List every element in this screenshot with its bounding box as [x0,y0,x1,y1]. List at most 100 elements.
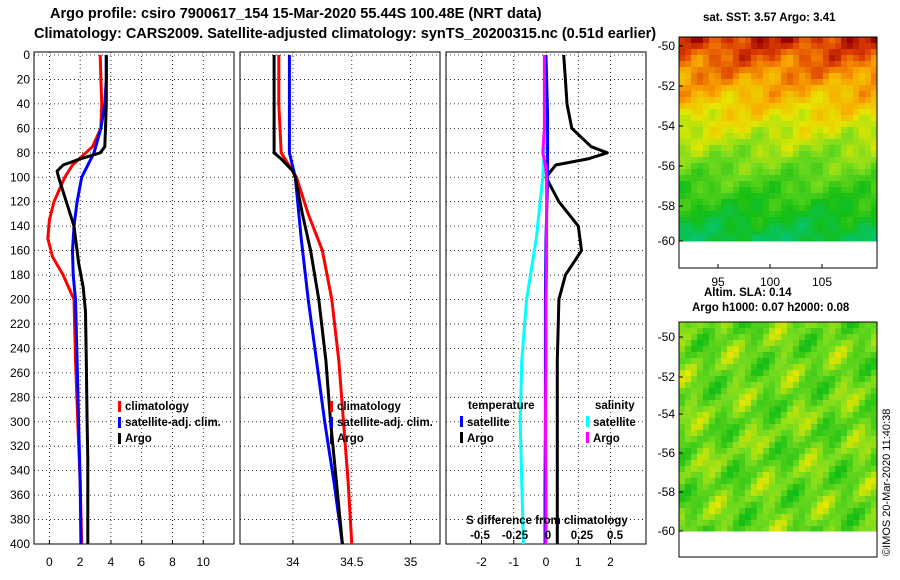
map-cell [823,346,830,353]
map-cell [715,334,722,341]
map-cell [781,139,788,146]
map-cell [799,61,806,68]
map-cell [841,109,848,116]
map-cell [775,454,782,461]
map-cell [853,514,860,521]
map-cell [739,376,746,383]
map-cell [679,394,686,401]
map-cell [859,436,866,443]
map-cell [727,55,734,62]
map-cell [727,370,734,377]
map-cell [853,448,860,455]
map-cell [703,145,710,152]
map-cell [805,163,812,170]
map-cell [727,139,734,146]
map-cell [715,169,722,176]
map-cell [835,490,842,497]
map-cell [685,229,692,236]
map-cell [721,127,728,134]
map-cell [703,472,710,479]
map-cell [769,322,776,329]
map-cell [733,442,740,449]
map-cell [745,334,752,341]
map-cell [817,145,824,152]
map-cell [793,394,800,401]
map-cell [775,73,782,80]
map-cell [871,460,878,467]
map-cell [739,484,746,491]
map-cell [811,187,818,194]
map-cell [685,400,692,407]
map-cell [859,496,866,503]
depth-tick-label: 0 [23,48,30,62]
depth-tick-label: 260 [10,366,30,380]
map-cell [691,484,698,491]
map-cell [751,73,758,80]
map-cell [751,223,758,230]
map-cell [709,151,716,158]
map-cell [853,145,860,152]
map-cell [769,466,776,473]
map-cell [787,217,794,224]
map-cell [853,43,860,50]
map-cell [733,181,740,188]
map-cell [739,217,746,224]
map-cell [841,43,848,50]
map-cell [811,412,818,419]
map-cell [757,79,764,86]
map-cell [709,205,716,212]
map-cell [799,109,806,116]
map-cell [751,151,758,158]
map-cell [781,400,788,407]
map-cell [703,181,710,188]
map-cell [805,115,812,122]
map-cell [709,448,716,455]
map-cell [775,223,782,230]
map-cell [703,235,710,242]
map-cell [721,133,728,140]
map-cell [733,73,740,80]
map-cell [715,418,722,425]
map-cell [841,67,848,74]
map-cell [799,328,806,335]
map-cell [787,199,794,206]
map-cell [709,235,716,242]
map-cell [781,67,788,74]
map-cell [805,169,812,176]
map-cell [769,442,776,449]
map-cell [799,91,806,98]
map-cell [811,211,818,218]
map-cell [685,508,692,515]
map-cell [769,328,776,335]
map-cell [733,424,740,431]
map-cell [817,157,824,164]
map-cell [697,454,704,461]
map-cell [685,79,692,86]
map-cell [811,442,818,449]
map-cell [763,193,770,200]
map-cell [859,115,866,122]
map-cell [703,61,710,68]
map-cell [685,490,692,497]
map-cell [685,211,692,218]
map-cell [757,448,764,455]
series-satellite-adj-clim- [287,55,344,545]
map-cell [751,352,758,359]
map-cell [853,235,860,242]
map-cell [685,187,692,194]
map-cell [715,139,722,146]
map-cell [697,526,704,532]
map-cell [697,478,704,485]
map-cell [841,145,848,152]
map-cell [805,418,812,425]
map-cell [721,466,728,473]
map-cell [757,97,764,104]
map-cell [733,334,740,341]
map-cell [811,115,818,122]
map-cell [847,454,854,461]
map-cell [703,127,710,134]
map-cell [739,55,746,62]
map-cell [727,199,734,206]
map-cell [853,352,860,359]
map-cell [775,61,782,68]
